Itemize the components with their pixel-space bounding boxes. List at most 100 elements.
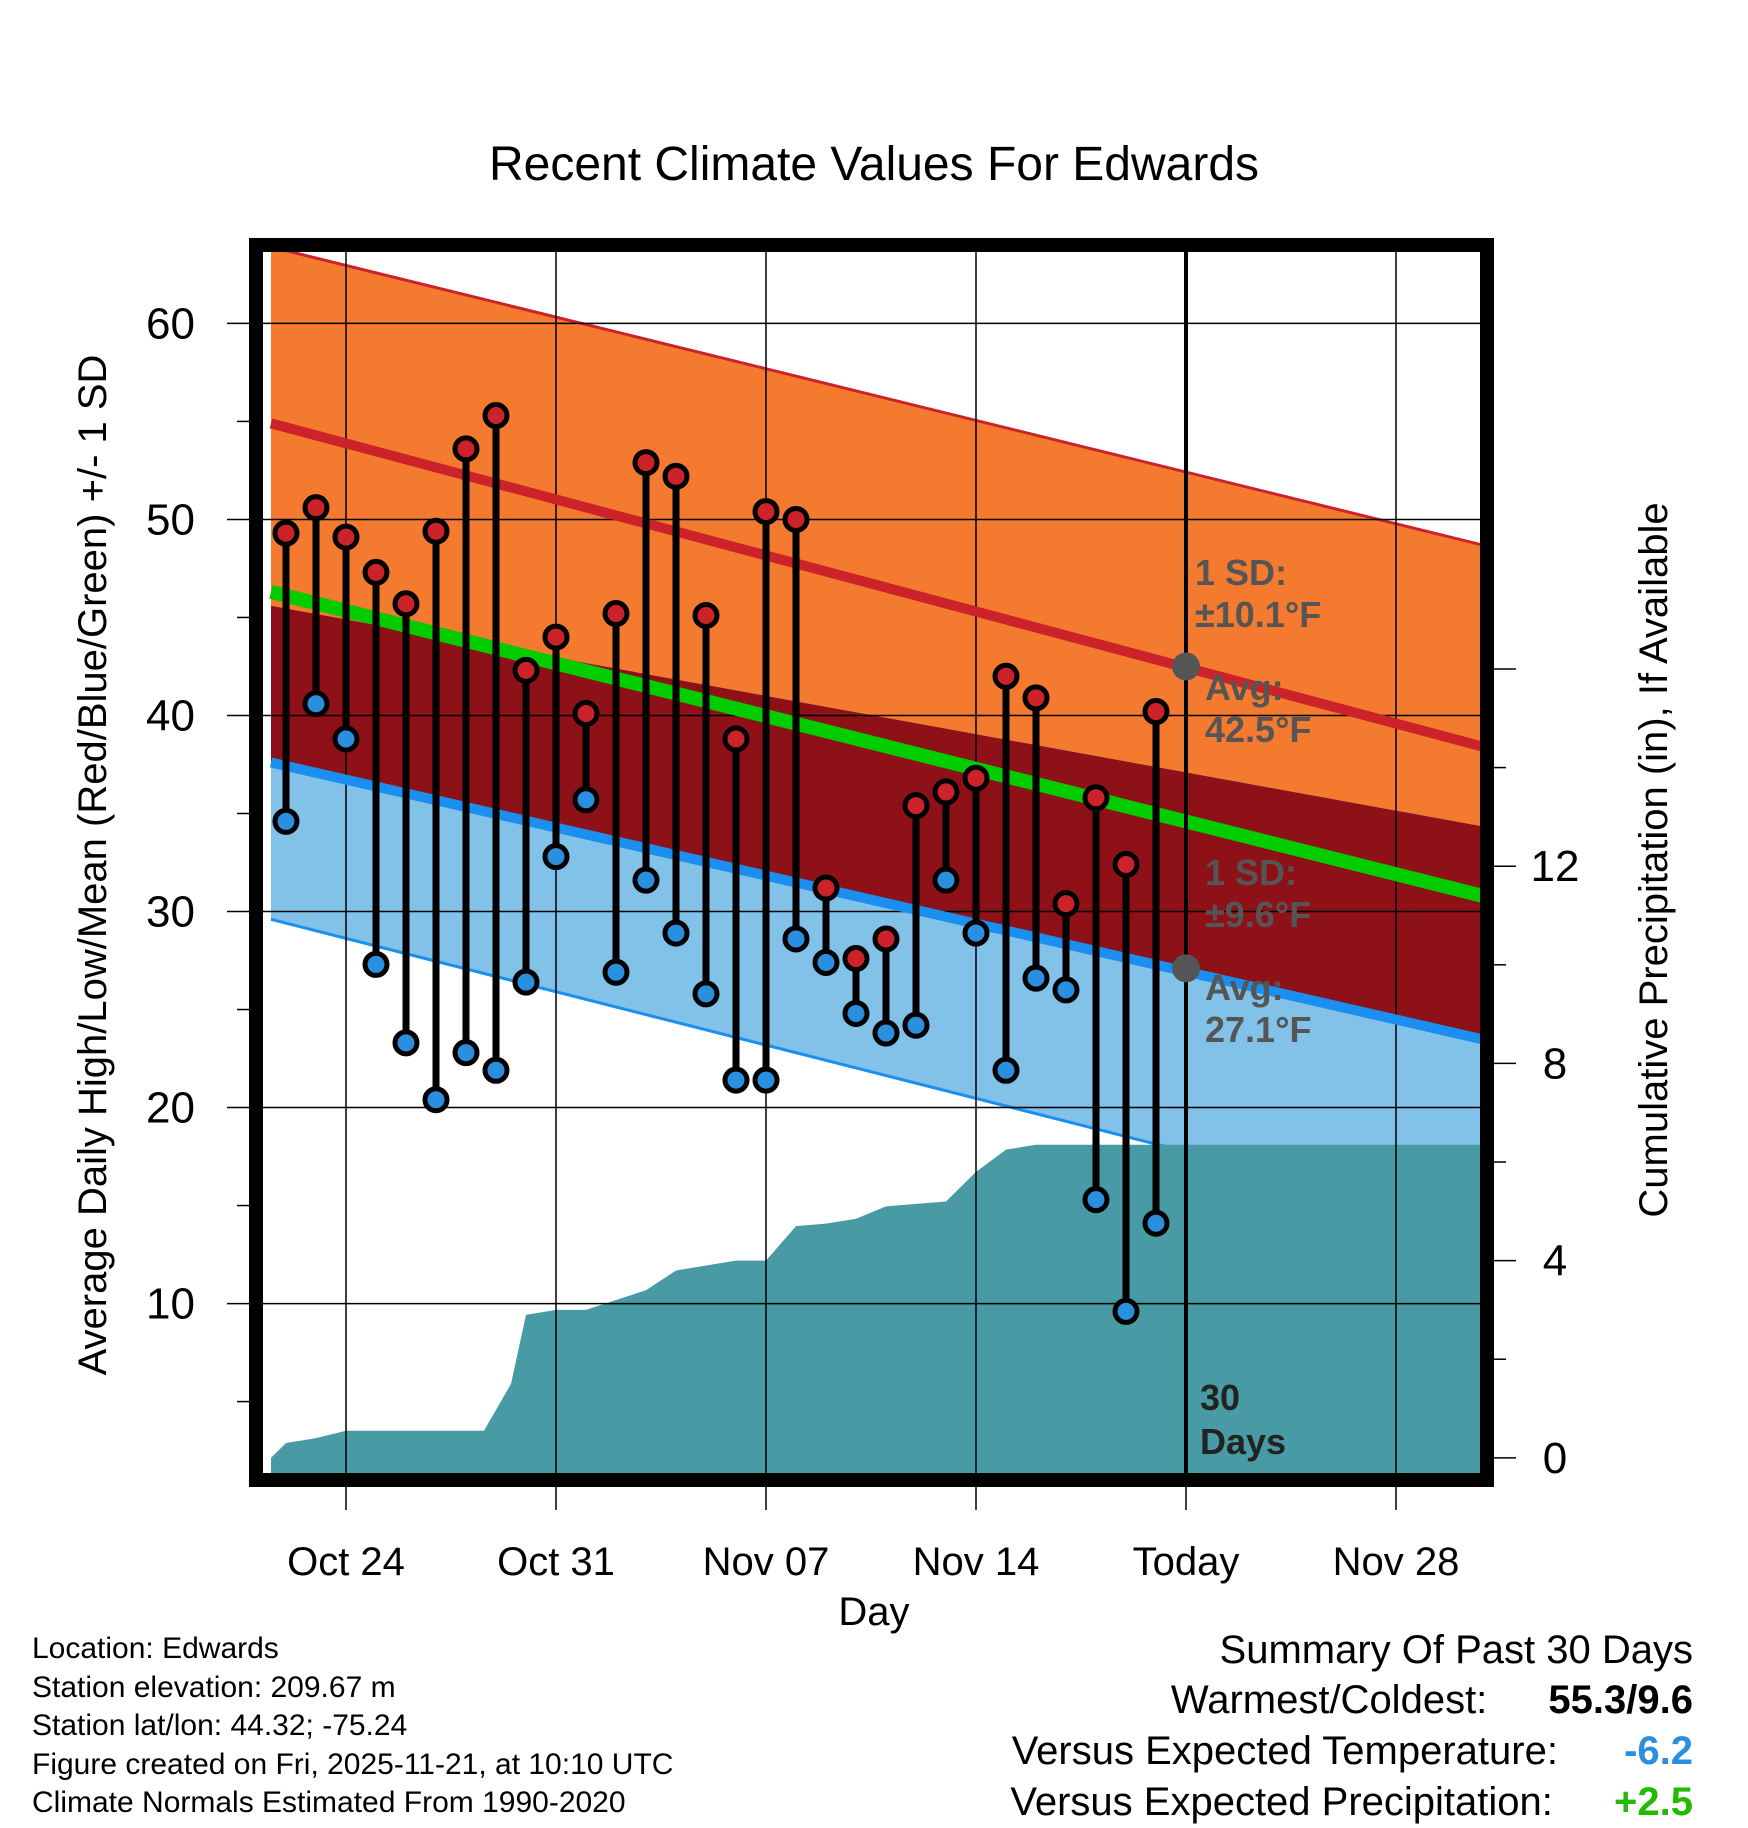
- days-annotation: 30 Days: [1200, 1377, 1286, 1462]
- low-point: [512, 968, 540, 996]
- high-point: [872, 925, 900, 953]
- high-point: [812, 874, 840, 902]
- low-point: [752, 1066, 780, 1094]
- low-sd-annotation: 1 SD: ±9.6°F: [1205, 852, 1311, 935]
- high-point: [482, 402, 510, 430]
- low-point: [992, 1056, 1020, 1084]
- latlon-text: Station lat/lon: 44.32; -75.24: [32, 1709, 408, 1742]
- y-right-tick-label: 12: [1531, 842, 1580, 891]
- low-avg-line: [269, 757, 1487, 1046]
- low-point: [632, 866, 660, 894]
- y-left-tick-label: 60: [146, 299, 195, 348]
- high-point: [1142, 698, 1170, 726]
- y-right-tick-label: 8: [1543, 1039, 1567, 1088]
- x-tick-label: Nov 14: [913, 1540, 1040, 1584]
- chart-title: Recent Climate Values For Edwards: [489, 138, 1259, 191]
- temperature-anomaly-value: -6.2: [1624, 1729, 1693, 1773]
- created-text: Figure created on Fri, 2025-11-21, at 10…: [32, 1747, 674, 1781]
- x-axis-label: Day: [838, 1590, 909, 1634]
- y-left-tick-label: 20: [146, 1084, 195, 1133]
- high-point: [1082, 784, 1110, 812]
- high-point: [422, 517, 450, 545]
- low-point: [602, 958, 630, 986]
- low-point: [542, 843, 570, 871]
- low-point: [1022, 964, 1050, 992]
- low-point: [272, 807, 300, 835]
- x-tick-label: Nov 07: [703, 1540, 830, 1584]
- low-point: [392, 1029, 420, 1057]
- high-point: [452, 435, 480, 463]
- low-point: [572, 786, 600, 814]
- high-upper-line: [270, 245, 1487, 548]
- high-point: [1052, 890, 1080, 918]
- low-point: [362, 950, 390, 978]
- high-sd-band: [271, 246, 1487, 828]
- high-point: [332, 523, 360, 551]
- temperature-label: Versus Expected Temperature:: [1011, 1729, 1558, 1773]
- high-point: [992, 662, 1020, 690]
- elevation-text: Station elevation: 209.67 m: [32, 1670, 396, 1704]
- high-sd-annotation: 1 SD: ±10.1°F: [1195, 552, 1321, 635]
- x-tick-label: Nov 28: [1333, 1540, 1460, 1584]
- today-low-avg-marker: [1172, 954, 1200, 983]
- high-point: [692, 602, 720, 629]
- high-point: [392, 590, 420, 618]
- station-info: Location: Edwards Station elevation: 209…: [32, 1630, 673, 1823]
- high-point: [632, 449, 660, 477]
- precipitation-anomaly-value: +2.5: [1614, 1780, 1693, 1824]
- high-point: [902, 792, 930, 820]
- summary-temperature: Versus Expected Temperature: -6.2: [1010, 1726, 1693, 1777]
- high-point: [722, 725, 750, 753]
- precipitation-label: Versus Expected Precipitation:: [1010, 1780, 1553, 1824]
- low-point: [1052, 976, 1080, 1004]
- high-point: [1112, 850, 1140, 878]
- low-point: [482, 1056, 510, 1084]
- low-point: [872, 1019, 900, 1047]
- today-high-avg-marker: [1172, 652, 1200, 681]
- low-point: [1082, 1186, 1110, 1214]
- y-left-tick-label: 10: [146, 1280, 195, 1329]
- high-point: [302, 494, 330, 522]
- low-point: [722, 1066, 750, 1094]
- x-tick-label: Oct 24: [287, 1540, 405, 1584]
- y-axis-label-left: Average Daily High/Low/Mean (Red/Blue/Gr…: [71, 355, 115, 1376]
- high-avg-line: [269, 418, 1487, 754]
- high-point: [602, 600, 630, 628]
- high-point: [782, 505, 810, 533]
- high-point: [842, 945, 870, 973]
- summary-panel: Summary Of Past 30 Days Warmest/Coldest:…: [1010, 1625, 1693, 1828]
- high-avg-annotation: Avg: 42.5°F: [1205, 667, 1311, 750]
- low-point: [782, 925, 810, 953]
- high-point: [1022, 684, 1050, 712]
- low-point: [1112, 1297, 1140, 1325]
- high-point: [542, 623, 570, 651]
- low-point: [812, 948, 840, 976]
- summary-precipitation: Versus Expected Precipitation: +2.5: [1010, 1777, 1693, 1828]
- summary-warmest-coldest: Warmest/Coldest: 55.3/9.6: [1010, 1675, 1693, 1726]
- low-sd-band: [271, 762, 1487, 1229]
- y-left-tick-label: 50: [146, 495, 195, 544]
- high-point: [752, 498, 780, 526]
- high-point: [572, 700, 600, 728]
- high-point: [362, 558, 390, 586]
- warmest-coldest-label: Warmest/Coldest:: [1170, 1678, 1488, 1722]
- precipitation-area: [271, 1144, 1487, 1480]
- low-point: [332, 725, 360, 753]
- high-point: [932, 778, 960, 806]
- high-point: [962, 764, 990, 792]
- low-point: [1142, 1209, 1170, 1237]
- low-avg-annotation: Avg: 27.1°F: [1205, 967, 1311, 1050]
- low-point: [452, 1039, 480, 1067]
- y-right-tick-label: 4: [1543, 1237, 1567, 1286]
- y-left-tick-label: 30: [146, 888, 195, 937]
- warmest-coldest-value: 55.3/9.6: [1548, 1678, 1693, 1722]
- location-text: Location: Edwards: [32, 1632, 279, 1665]
- low-point: [902, 1011, 930, 1039]
- low-point: [422, 1086, 450, 1114]
- high-point: [662, 462, 690, 490]
- low-point: [932, 866, 960, 894]
- high-point: [512, 656, 540, 684]
- low-point: [662, 919, 690, 947]
- y-right-tick-label: 0: [1543, 1434, 1567, 1483]
